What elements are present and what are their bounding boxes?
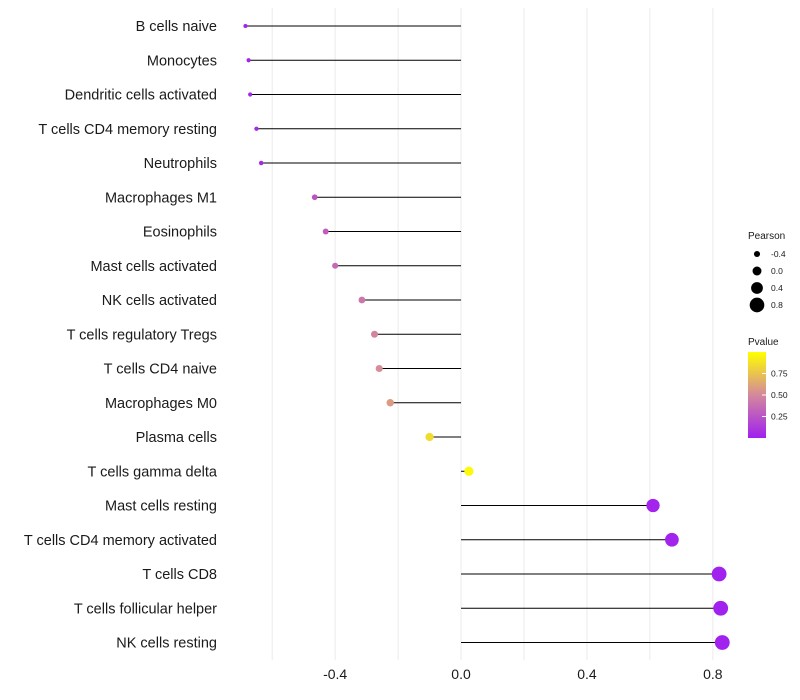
colorbar-label: 0.50	[771, 390, 788, 400]
lollipop-point	[254, 126, 259, 131]
size-legend-title: Pearson	[748, 231, 785, 242]
lollipop-points	[243, 23, 730, 650]
y-axis-label: T cells regulatory Tregs	[67, 327, 217, 343]
y-axis-label: Macrophages M0	[105, 396, 217, 412]
lollipop-point	[246, 58, 251, 63]
y-axis-label: Neutrophils	[144, 156, 217, 172]
lollipop-point	[425, 432, 434, 442]
size-legend-label: 0.4	[771, 283, 783, 293]
lollipop-stems	[245, 25, 723, 643]
y-axis-label: T cells gamma delta	[88, 464, 218, 480]
lollipop-point	[322, 228, 329, 235]
x-tick-label: 0.4	[577, 666, 597, 682]
size-legend-label: 0.0	[771, 266, 783, 276]
lollipop-point	[258, 160, 264, 166]
y-axis-label: T cells CD8	[142, 567, 217, 583]
lollipop-point	[311, 194, 318, 201]
lollipop-point	[370, 330, 379, 338]
x-axis-ticks: -0.4 0.0 0.4 0.8	[323, 666, 723, 682]
x-tick-label: 0.8	[703, 666, 723, 682]
color-legend-title: Pvalue	[748, 337, 779, 348]
y-axis-label: Plasma cells	[136, 430, 217, 446]
lollipop-point	[386, 399, 394, 407]
y-axis-label: T cells CD4 memory resting	[38, 122, 217, 138]
size-legend-label: 0.8	[771, 300, 783, 310]
y-axis-label: T cells follicular helper	[74, 601, 217, 617]
y-axis-label: NK cells resting	[116, 636, 217, 652]
y-axis-label: B cells naive	[136, 19, 217, 35]
lollipop-point	[646, 498, 660, 513]
lollipop-point	[464, 466, 474, 476]
colorbar-label: 0.75	[771, 369, 788, 379]
colorbar-label: 0.25	[771, 412, 788, 422]
x-tick-label: -0.4	[323, 666, 347, 682]
y-axis-label: Mast cells resting	[105, 499, 217, 515]
pvalue-colorbar	[748, 352, 766, 438]
grid-lines	[271, 8, 714, 660]
y-axis-label: T cells CD4 memory activated	[24, 533, 217, 549]
lollipop-point	[375, 364, 383, 373]
size-legend-key	[749, 297, 765, 313]
lollipop-point	[714, 635, 730, 650]
lollipop-point	[358, 296, 366, 304]
y-axis-label: T cells CD4 naive	[104, 362, 217, 378]
x-tick-label: 0.0	[451, 666, 471, 682]
lollipop-point	[665, 532, 679, 547]
lollipop-point	[243, 23, 248, 29]
y-axis-label: NK cells activated	[102, 293, 217, 309]
size-legend-key	[753, 250, 761, 258]
lollipop-point	[711, 566, 727, 582]
y-axis-label: Dendritic cells activated	[65, 88, 217, 104]
lollipop-point	[248, 92, 253, 97]
color-legend: Pvalue 0.25 0.50 0.75	[748, 337, 788, 438]
size-legend-label: -0.4	[771, 249, 786, 259]
y-axis-label: Mast cells activated	[90, 259, 217, 275]
y-axis-label: Macrophages M1	[105, 190, 217, 206]
lollipop-point	[713, 600, 729, 616]
size-legend-key	[751, 282, 763, 294]
y-axis-label: Monocytes	[147, 53, 217, 69]
lollipop-point	[332, 262, 339, 269]
size-legend-key	[752, 266, 762, 276]
y-axis-label: Eosinophils	[143, 225, 217, 241]
size-legend: Pearson -0.4 0.0 0.4 0.8	[748, 231, 786, 313]
y-axis-labels: B cells naive Monocytes Dendritic cells ac…	[24, 19, 218, 652]
